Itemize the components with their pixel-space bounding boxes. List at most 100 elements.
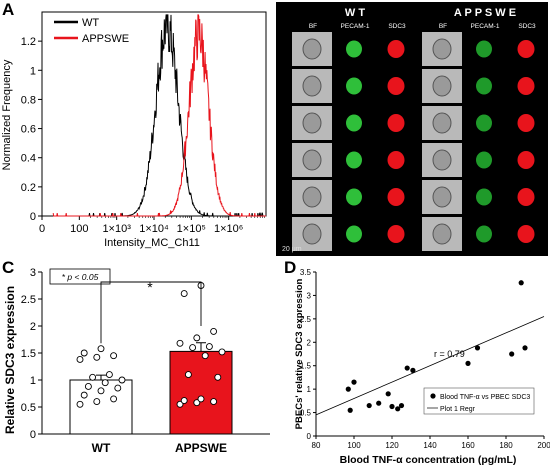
b-group-title: A P P S W E <box>454 7 516 19</box>
a-y-tick-label: 1.2 <box>21 36 36 48</box>
d-data-point <box>376 400 382 406</box>
c-data-point <box>101 379 109 387</box>
b-sdc3-cell <box>517 77 535 95</box>
c-data-point <box>218 348 226 356</box>
c-data-point <box>97 387 105 395</box>
b-bf-cell <box>302 112 322 134</box>
c-data-point <box>176 339 184 347</box>
b-pecam-cell <box>476 151 492 169</box>
d-data-point <box>522 345 528 351</box>
d-y-tick-label: 2 <box>307 338 312 347</box>
c-data-point <box>176 400 184 408</box>
c-data-point <box>110 395 118 403</box>
d-x-tick-label: 80 <box>312 441 321 450</box>
a-x-tick-label: 0 <box>39 223 45 235</box>
c-data-point <box>118 376 126 384</box>
panel-d-letter: D <box>284 258 297 277</box>
b-sdc3-cell <box>517 40 535 58</box>
b-column-label: PECAM-1 <box>471 23 500 30</box>
a-y-tick-label: 0 <box>30 211 36 223</box>
b-pecam-cell <box>476 77 492 95</box>
a-y-tick-label: 0.8 <box>21 94 36 106</box>
c-data-point <box>210 327 218 335</box>
b-sdc3-cell <box>387 40 405 58</box>
panel-c-letter: C <box>2 258 15 277</box>
b-bf-cell <box>432 112 452 134</box>
d-data-point <box>518 280 524 286</box>
c-y-axis-label: Relative SDC3 expression <box>3 286 17 434</box>
a-plot-frame <box>41 11 267 217</box>
c-data-point <box>184 371 192 379</box>
b-column-label: SDC3 <box>388 23 406 30</box>
d-y-tick-label: 0 <box>307 432 312 441</box>
b-sdc3-cell <box>517 114 535 132</box>
b-column-label: BF <box>439 23 447 30</box>
b-pecam-cell <box>346 151 362 169</box>
c-category-label: APPSWE <box>175 441 227 455</box>
b-group-title: W T <box>345 7 365 19</box>
d-x-tick-label: 160 <box>461 441 475 450</box>
b-bf-cell <box>432 186 452 208</box>
a-series-wt <box>53 14 266 217</box>
c-bar-appswe <box>169 350 233 435</box>
c-data-point <box>189 344 197 352</box>
b-sdc3-cell <box>517 188 535 206</box>
c-y-tick-label: 1 <box>30 375 36 387</box>
c-data-point <box>110 352 118 360</box>
d-legend-series-label: Blood TNF-α vs PBEC SDC3 <box>440 394 530 401</box>
a-x-tick-label: 1×10⁴ <box>139 223 169 235</box>
d-data-point <box>347 407 353 413</box>
d-y-tick-label: 2.5 <box>300 315 312 324</box>
d-data-point <box>404 365 410 371</box>
b-pecam-cell <box>476 188 492 206</box>
panel-a-letter: A <box>2 0 15 19</box>
b-column-label: PECAM-1 <box>341 23 370 30</box>
b-bf-cell <box>302 149 322 171</box>
c-y-tick-label: 1.5 <box>21 348 36 360</box>
c-category-label: WT <box>92 441 111 455</box>
panel-b-imaging: W T BF PECAM-1 SDC3 A P P S W E BF PECAM-1 SDC3… <box>276 2 548 256</box>
b-sdc3-cell <box>387 225 405 243</box>
b-pecam-cell <box>476 225 492 243</box>
b-column-label: SDC3 <box>518 23 536 30</box>
b-bf-cell <box>432 38 452 60</box>
c-data-point <box>84 383 92 390</box>
b-sdc3-cell <box>387 77 405 95</box>
d-r-label: r = 0.79 <box>434 349 465 359</box>
c-data-point <box>180 290 188 298</box>
a-x-tick-label: 1×10³ <box>102 223 131 235</box>
d-x-tick-label: 200 <box>537 441 550 450</box>
d-regression-line <box>315 316 545 416</box>
d-y-tick-label: 1.5 <box>300 362 312 371</box>
b-sdc3-cell <box>517 225 535 243</box>
b-sdc3-cell <box>387 151 405 169</box>
b-bf-cell <box>302 186 322 208</box>
d-data-point <box>465 360 471 366</box>
d-x-tick-label: 120 <box>385 441 399 450</box>
c-y-tick-label: 3 <box>30 267 36 279</box>
d-legend: Blood TNF-α vs PBEC SDC3 Plot 1 Regr <box>423 387 535 415</box>
d-y-tick-label: 0.5 <box>300 409 312 418</box>
a-y-tick-label: 0.4 <box>21 153 36 165</box>
c-data-point <box>210 398 218 406</box>
b-bf-cell <box>302 75 322 97</box>
b-pecam-cell <box>346 114 362 132</box>
d-data-point <box>385 391 391 397</box>
a-legend: WT APPSWE <box>54 17 129 45</box>
b-bf-cell <box>302 223 322 245</box>
d-data-point <box>474 345 481 351</box>
d-y-axis-label: PBECs' relative SDC3 expression <box>294 278 305 429</box>
d-data-point <box>345 386 351 392</box>
b-pecam-cell <box>476 114 492 132</box>
panel-d-scatter: PBECs' relative SDC3 expression Blood TN… <box>294 268 550 466</box>
a-x-tick-label: 1×10⁶ <box>214 223 243 235</box>
c-data-point <box>80 349 88 357</box>
d-data-point <box>351 379 357 385</box>
d-legend-dot <box>430 393 436 399</box>
c-y-tick-label: 2 <box>30 321 36 333</box>
c-y-tick-label: 2.5 <box>21 294 36 306</box>
d-x-tick-label: 180 <box>499 441 513 450</box>
c-data-point <box>76 400 84 408</box>
b-scale-bar-label: 20 μm <box>282 246 302 253</box>
